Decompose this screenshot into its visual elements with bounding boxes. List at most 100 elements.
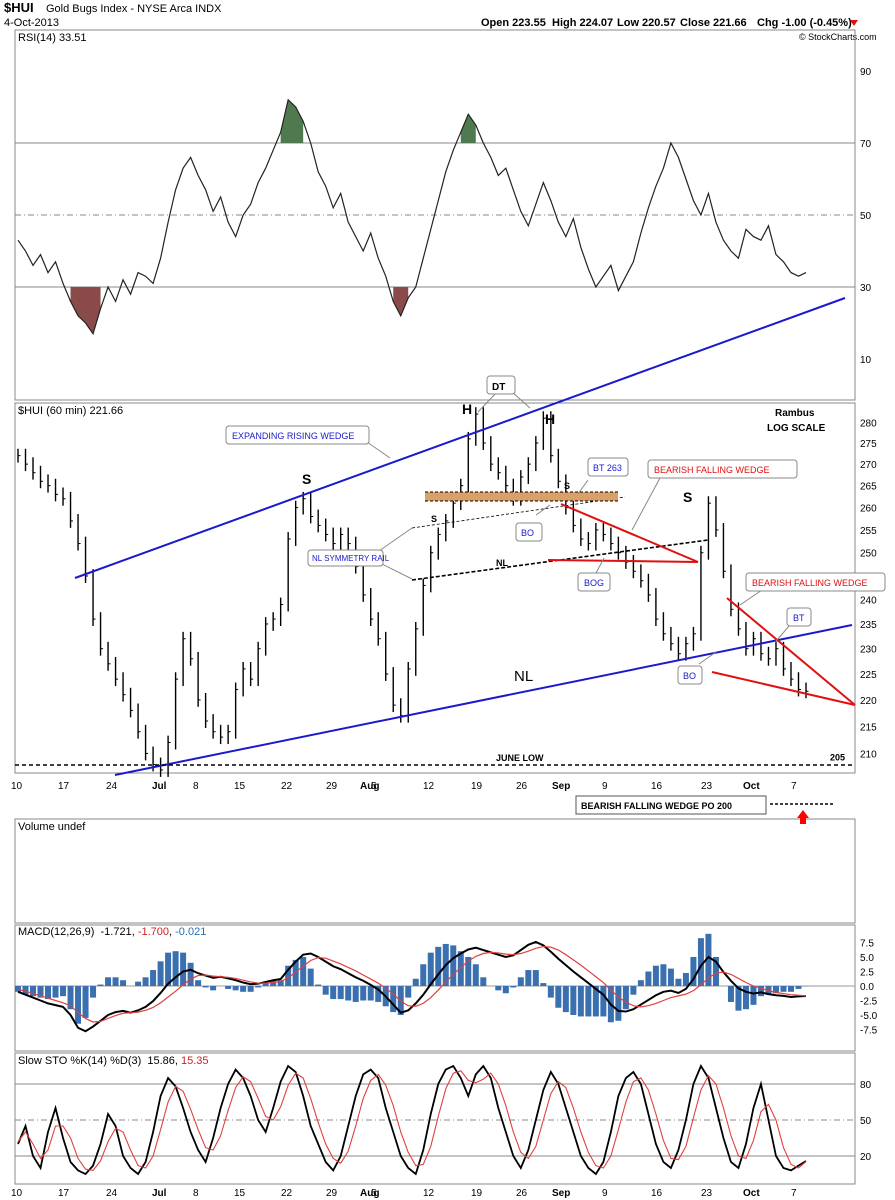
macd-histogram-bar — [697, 938, 704, 986]
macd-histogram-bar — [540, 983, 547, 986]
leader-bt263 — [577, 479, 589, 495]
axis-layer: 1030507090210215220225230235240245250255… — [11, 67, 878, 1199]
x-axis-bottom-label: 8 — [193, 1188, 199, 1199]
leader-bo2 — [698, 651, 717, 665]
rsi-line — [17, 98, 807, 336]
x-axis-top-label: 7 — [791, 781, 797, 792]
falling-wedge-2-bottom — [711, 671, 856, 706]
macd-histogram-bar — [510, 986, 517, 988]
price-tick-label: 260 — [860, 504, 877, 515]
macd-histogram-bar — [322, 986, 329, 995]
macd-histogram-bar — [780, 986, 787, 992]
macd-histogram-bar — [292, 959, 299, 986]
price-tick-label: 240 — [860, 596, 877, 607]
bt263-box — [587, 457, 629, 477]
bo1-label: BO — [521, 528, 534, 538]
orange-neckline-band — [425, 492, 618, 501]
x-axis-top-label: Aug — [360, 781, 379, 792]
falling-wedge-2-top — [726, 597, 856, 706]
volume-legend: Volume undef — [18, 821, 86, 833]
down-arrow-icon — [850, 20, 858, 26]
sto-panel-frame — [14, 1052, 856, 1185]
macd-histogram-bar — [180, 952, 187, 986]
rsi-tick-label: 10 — [860, 355, 872, 366]
x-axis-bottom-label: 22 — [281, 1188, 293, 1199]
x-axis-bottom-label: 16 — [651, 1188, 663, 1199]
macd-line — [17, 940, 807, 1033]
h2-label: H — [545, 411, 555, 427]
upper-symmetry-rail — [411, 496, 626, 529]
x-axis-top-label: 10 — [11, 781, 23, 792]
macd-histogram-bar — [225, 986, 232, 989]
macd-tick-label: -5.0 — [860, 1011, 878, 1022]
x-axis-top-label: 19 — [471, 781, 483, 792]
s-small2-label: S — [564, 481, 570, 491]
macd-tick-label: -7.5 — [860, 1026, 878, 1037]
macd-histogram-bar — [112, 977, 119, 986]
bo2-box — [677, 665, 703, 685]
x-axis-top-label: Jul — [152, 781, 167, 792]
h1-label: H — [462, 401, 472, 417]
macd-histogram-bar — [427, 952, 434, 986]
price-tick-label: 265 — [860, 482, 877, 493]
macd-histogram-bar — [637, 980, 644, 986]
quote-close: Close 221.66 — [680, 17, 747, 29]
x-axis-bottom-label: Aug — [360, 1188, 379, 1199]
rsi-tick-label: 50 — [860, 211, 872, 222]
x-axis-bottom-label: 9 — [602, 1188, 608, 1199]
quote-chg: Chg -1.00 (-0.45%) — [757, 17, 852, 29]
leader-dt-2 — [511, 391, 531, 409]
x-axis-top-label: 9 — [602, 781, 608, 792]
x-axis-bottom-label: 26 — [516, 1188, 528, 1199]
macd-histogram-bar — [457, 951, 464, 986]
x-axis-top-label: Sep — [552, 781, 570, 792]
copyright: © StockCharts.com — [799, 32, 877, 42]
macd-histogram-bar — [562, 986, 569, 1013]
x-axis-bottom-label: 23 — [701, 1188, 713, 1199]
x-axis-bottom-label: Jul — [152, 1188, 167, 1199]
fw2-label: BEARISH FALLING WEDGE — [752, 578, 868, 588]
macd-tick-label: 5.0 — [860, 953, 874, 964]
x-axis-top-label: Oct — [743, 781, 760, 792]
macd-signal-line — [17, 945, 807, 1023]
leader-expanding-wedge — [366, 441, 391, 459]
rsi-oversold-fill — [393, 287, 409, 316]
macd-histogram-bar — [465, 957, 472, 986]
macd-histogram-bar — [450, 945, 457, 986]
price-tick-label: 215 — [860, 722, 877, 733]
macd-histogram-bar — [375, 986, 382, 1002]
po-box — [575, 795, 767, 815]
rsi-tick-label: 70 — [860, 139, 872, 150]
sto-tick-label: 20 — [860, 1152, 872, 1163]
price-tick-label: 230 — [860, 645, 877, 656]
annotations: DT H H S S S S NL NL EXPANDING RISING WE… — [225, 375, 886, 815]
macd-histogram-bar — [135, 981, 142, 986]
x-axis-top-label: 17 — [58, 781, 70, 792]
x-axis-bottom-label: Oct — [743, 1188, 760, 1199]
sto-layer — [17, 1064, 807, 1176]
macd-histogram-bar — [300, 957, 307, 986]
macd-histogram-bar — [315, 984, 322, 986]
sto-legend-k: 15.86 — [147, 1055, 175, 1067]
macd-histogram-bar — [615, 986, 622, 1021]
rsi-oversold-fill — [70, 287, 101, 334]
x-axis-top-label: 16 — [651, 781, 663, 792]
bog-label: BOG — [584, 578, 604, 588]
expanding-wedge-neckline — [114, 624, 853, 776]
macd-histogram-bar — [495, 986, 502, 991]
macd-legend-value: -1.721 — [100, 926, 131, 938]
sto-legend-label: Slow STO %K(14) %D(3) — [18, 1055, 141, 1067]
macd-histogram-bar — [52, 986, 59, 998]
price-tick-label: 275 — [860, 439, 877, 450]
leader-bo1 — [535, 504, 551, 516]
macd-histogram-bar — [420, 964, 427, 986]
quote-open: Open 223.55 — [481, 17, 546, 29]
macd-histogram-bar — [742, 986, 749, 1010]
bog-box — [577, 572, 611, 592]
macd-histogram-bar — [570, 986, 577, 1015]
fw1-box — [647, 459, 798, 479]
macd-legend-signal: -1.700 — [138, 926, 169, 938]
bt263-label: BT 263 — [593, 463, 622, 473]
price-tick-label: 280 — [860, 418, 877, 429]
macd-histogram-bar — [195, 980, 202, 986]
